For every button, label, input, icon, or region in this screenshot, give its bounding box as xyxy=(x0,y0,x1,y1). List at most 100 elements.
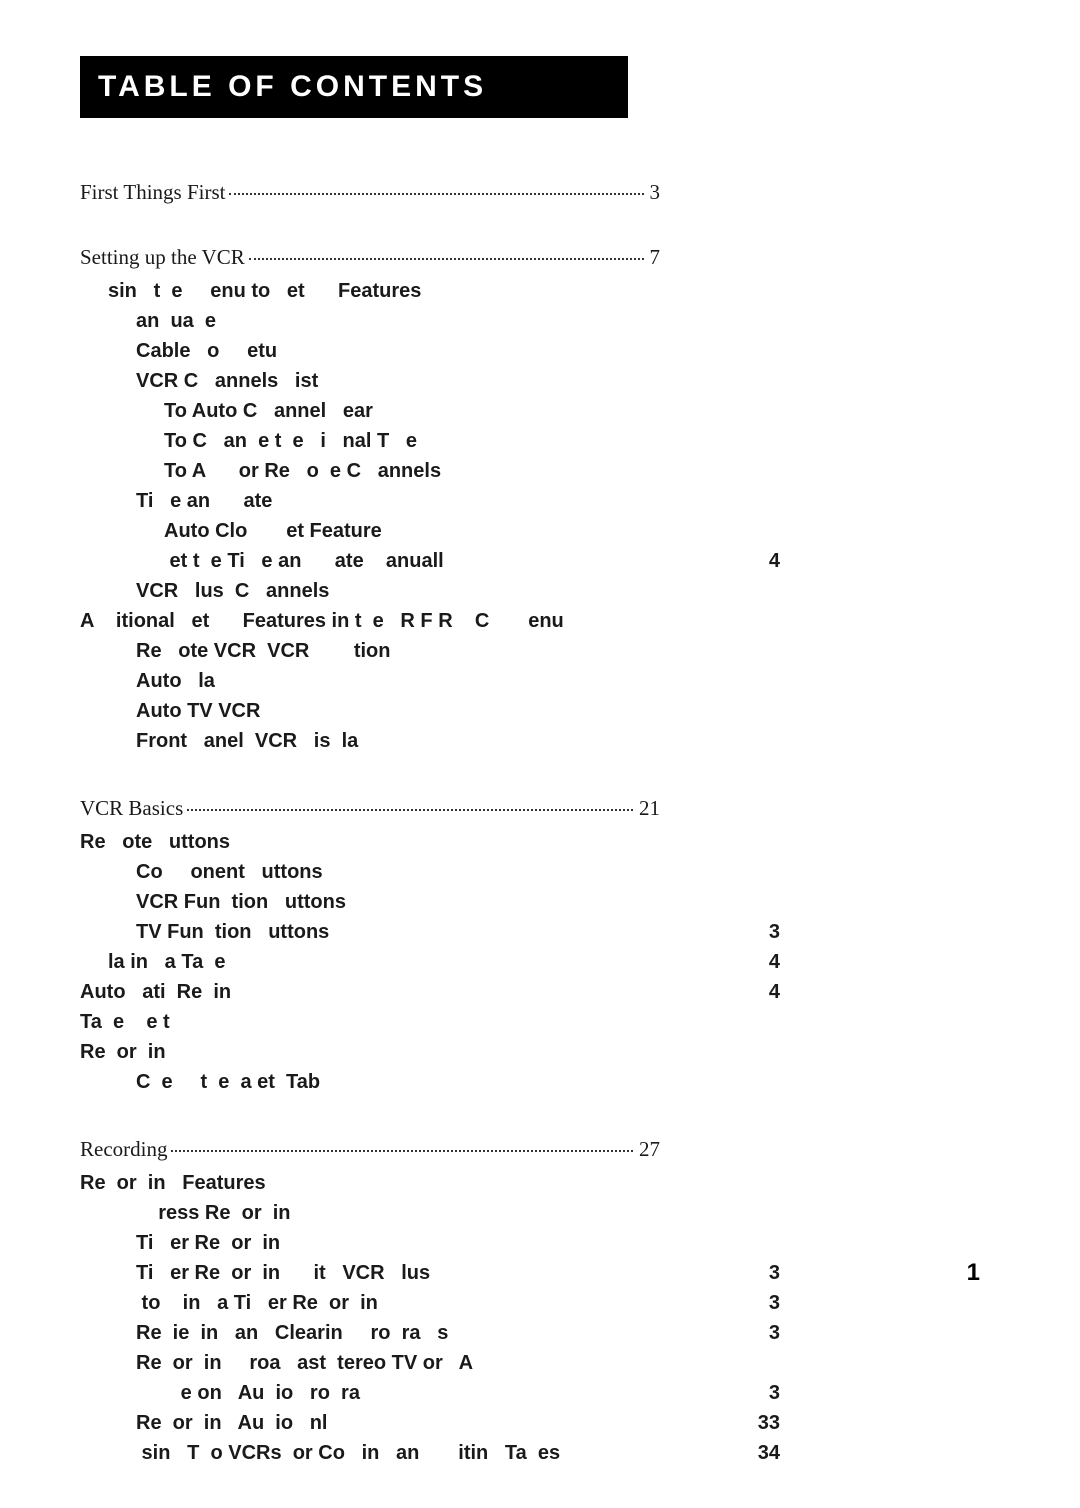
toc-entry: C e t e a et Tab xyxy=(80,1067,780,1097)
toc-entry: Re ie in an Clearin ro ra s3 xyxy=(80,1318,780,1348)
toc-entry: VCR C annels ist xyxy=(80,366,780,396)
section-heading-page: 21 xyxy=(639,796,660,821)
toc-entry-label: To C an e t e i nal T e xyxy=(80,426,417,456)
toc-entry-page: 4 xyxy=(720,977,780,1007)
toc-entry-label: et t e Ti e an ate anuall xyxy=(80,546,444,576)
toc-entry-label: Auto TV VCR xyxy=(80,696,260,726)
toc-entry-label: ress Re or in xyxy=(80,1198,291,1228)
toc-entry: Auto ati Re in 4 xyxy=(80,977,780,1007)
section-heading-page: 7 xyxy=(650,245,661,270)
toc-entry-page: 34 xyxy=(720,1438,780,1468)
toc-entry-label: Co onent uttons xyxy=(80,857,323,887)
toc-entry-label: Re ote uttons xyxy=(80,827,230,857)
toc-entry-label: Re or in xyxy=(80,1037,166,1067)
toc-entry-label: Re or in roa ast tereo TV or A xyxy=(80,1348,473,1378)
leader-dots xyxy=(171,1150,633,1152)
toc-entry-label: Auto la xyxy=(80,666,215,696)
toc-entry: Re or in Features xyxy=(80,1168,780,1198)
toc-entry-label: VCR C annels ist xyxy=(80,366,318,396)
toc-entry: Re or in Au io nl 33 xyxy=(80,1408,780,1438)
section-heading-label: First Things First xyxy=(80,180,225,205)
section-heading: VCR Basics 21 xyxy=(80,796,660,821)
section-heading-label: VCR Basics xyxy=(80,796,183,821)
toc-entry-label: Ti er Re or in xyxy=(80,1228,280,1258)
section-heading: Recording 27 xyxy=(80,1137,660,1162)
toc-entry-label: Auto ati Re in xyxy=(80,977,231,1007)
toc-entry: Re ote uttons xyxy=(80,827,780,857)
toc-entry: VCR Fun tion uttons xyxy=(80,887,780,917)
toc-entry-label: e on Au io ro ra xyxy=(80,1378,360,1408)
toc-entry-label: Ti e an ate xyxy=(80,486,272,516)
toc-entry: et t e Ti e an ate anuall 4 xyxy=(80,546,780,576)
toc-entry: VCR lus C annels xyxy=(80,576,780,606)
section-heading-label: Setting up the VCR xyxy=(80,245,245,270)
toc-entry-label: To A or Re o e C annels xyxy=(80,456,441,486)
toc-entry-label: Re ote VCR VCR tion xyxy=(80,636,390,666)
section-entries: Re or in Features ress Re or inTi er Re … xyxy=(80,1168,980,1468)
toc-entry-label: To Auto C annel ear xyxy=(80,396,373,426)
section-entries: Re ote uttonsCo onent uttonsVCR Fun tion… xyxy=(80,827,980,1097)
toc-entry: To A or Re o e C annels xyxy=(80,456,780,486)
toc-entry-label: Front anel VCR is la xyxy=(80,726,358,756)
toc-entry: e on Au io ro ra 3 xyxy=(80,1378,780,1408)
leader-dots xyxy=(187,809,633,811)
toc-entry-page: 3 xyxy=(720,1378,780,1408)
toc-entry: To Auto C annel ear xyxy=(80,396,780,426)
toc-entry-label: to in a Ti er Re or in xyxy=(80,1288,378,1318)
section-heading-label: Recording xyxy=(80,1137,167,1162)
toc-entry-label: Re or in Features xyxy=(80,1168,266,1198)
toc-entry-page: 3 xyxy=(720,1258,780,1288)
section-heading: First Things First 3 xyxy=(80,180,660,205)
toc-entry: Auto Clo et Feature xyxy=(80,516,780,546)
toc-entry: Ti er Re or in it VCR lus 3 xyxy=(80,1258,780,1288)
toc-entry: Ti e an ate xyxy=(80,486,780,516)
toc-entry-page: 3 xyxy=(720,1288,780,1318)
toc-entry-page: 4 xyxy=(720,947,780,977)
toc-entry-label: TV Fun tion uttons xyxy=(80,917,329,947)
toc-entry-label: an ua e xyxy=(80,306,216,336)
toc-entry-label: Re or in Au io nl xyxy=(80,1408,327,1438)
toc-entry: sin t e enu to et Features xyxy=(80,276,780,306)
toc-entry: Re or in xyxy=(80,1037,780,1067)
toc-entry: To C an e t e i nal T e xyxy=(80,426,780,456)
title-bar: TABLE OF CONTENTS xyxy=(80,56,628,118)
toc-entry: Auto TV VCR xyxy=(80,696,780,726)
toc-entry: Front anel VCR is la xyxy=(80,726,780,756)
section-heading-page: 27 xyxy=(639,1137,660,1162)
toc-entry: to in a Ti er Re or in 3 xyxy=(80,1288,780,1318)
toc-entry-page: 4 xyxy=(720,546,780,576)
toc-entry-label: A itional et Features in t e R F R C enu xyxy=(80,606,564,636)
toc-entry-page: 33 xyxy=(720,1408,780,1438)
document-page: TABLE OF CONTENTS First Things First 3 Set… xyxy=(0,0,1080,1508)
toc-entry-label: Auto Clo et Feature xyxy=(80,516,382,546)
toc-entry-label: VCR Fun tion uttons xyxy=(80,887,346,917)
toc-entry-label: sin t e enu to et Features xyxy=(80,276,421,306)
toc-entry: Co onent uttons xyxy=(80,857,780,887)
toc-entry: an ua e xyxy=(80,306,780,336)
toc-entry: Ti er Re or in xyxy=(80,1228,780,1258)
toc-entry-label: Re ie in an Clearin ro ra s xyxy=(80,1318,448,1348)
toc-entry-label: VCR lus C annels xyxy=(80,576,329,606)
leader-dots xyxy=(229,193,643,195)
toc-entry-label: C e t e a et Tab xyxy=(80,1067,320,1097)
toc-entry: Re ote VCR VCR tion xyxy=(80,636,780,666)
toc-entry: Auto la xyxy=(80,666,780,696)
toc-entry: A itional et Features in t e R F R C enu xyxy=(80,606,780,636)
section-heading: Setting up the VCR 7 xyxy=(80,245,660,270)
toc-body: First Things First 3 Setting up the VCR 7 si… xyxy=(80,180,980,1468)
toc-entry-label: Ti er Re or in it VCR lus xyxy=(80,1258,430,1288)
page-number: 1 xyxy=(967,1259,980,1287)
toc-entry: la in a Ta e 4 xyxy=(80,947,780,977)
section-heading-page: 3 xyxy=(650,180,661,205)
toc-entry: sin T o VCRs or Co in an itin Ta es 34 xyxy=(80,1438,780,1468)
toc-entry: Ta e e t xyxy=(80,1007,780,1037)
toc-entry-page: 3 xyxy=(720,917,780,947)
toc-entry: ress Re or in xyxy=(80,1198,780,1228)
toc-entry-label: sin T o VCRs or Co in an itin Ta es xyxy=(80,1438,560,1468)
toc-entry-label: la in a Ta e xyxy=(80,947,225,977)
toc-entry: Re or in roa ast tereo TV or A xyxy=(80,1348,780,1378)
toc-entry-label: Cable o etu xyxy=(80,336,277,366)
toc-entry: Cable o etu xyxy=(80,336,780,366)
toc-entry-label: Ta e e t xyxy=(80,1007,170,1037)
toc-entry: TV Fun tion uttons 3 xyxy=(80,917,780,947)
